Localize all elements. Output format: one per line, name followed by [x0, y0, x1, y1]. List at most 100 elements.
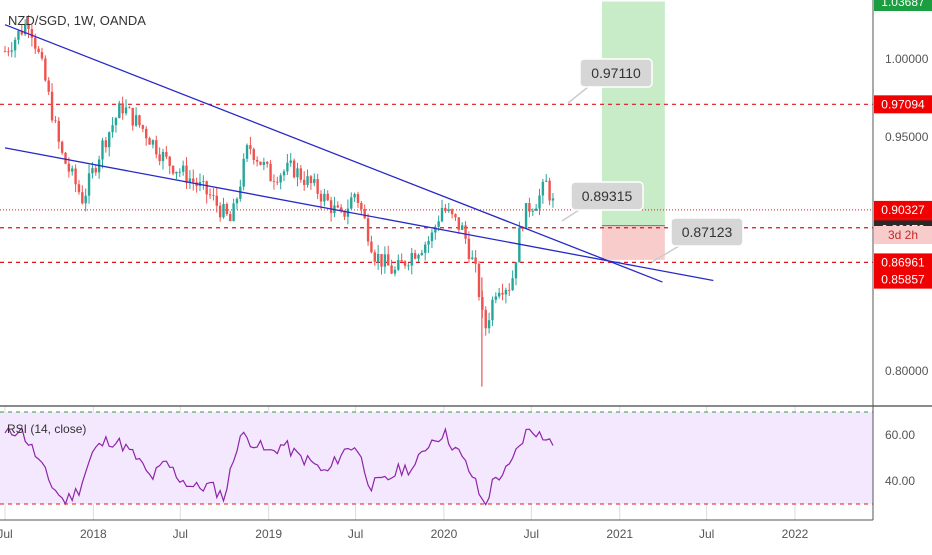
- time-tick-label: Jul: [0, 527, 13, 541]
- price-scale-labels: 1.036870.970940.903270.891840.890720.869…: [874, 0, 932, 289]
- candle-body: [538, 195, 541, 209]
- candle-body: [417, 254, 420, 259]
- candle-body: [30, 29, 34, 38]
- candle-body: [474, 257, 477, 264]
- time-tick-label: Jul: [348, 527, 363, 541]
- price-callout: 0.89315: [561, 181, 644, 222]
- candle-body: [161, 151, 165, 161]
- candle: [534, 203, 538, 212]
- callout-pointer: [567, 86, 589, 104]
- candle: [420, 249, 424, 256]
- candle: [232, 198, 235, 222]
- candle-body: [323, 193, 326, 202]
- price-label-box: [874, 200, 932, 219]
- candle: [487, 312, 491, 334]
- candle-body: [94, 168, 97, 173]
- candle: [87, 164, 91, 204]
- candle-body: [528, 203, 531, 212]
- candle: [171, 165, 175, 176]
- candle: [289, 153, 292, 167]
- candle: [299, 165, 303, 183]
- candle: [218, 202, 222, 222]
- candle: [511, 270, 514, 291]
- candle-body: [81, 192, 84, 204]
- price-callouts: 0.97110 0.89315 0.87123: [561, 58, 744, 263]
- candle: [225, 202, 229, 216]
- candle-body: [3, 51, 7, 52]
- candle: [380, 253, 383, 275]
- candle-body: [239, 186, 242, 199]
- candle-body: [524, 203, 528, 229]
- price-tick-label: 0.80000: [885, 364, 929, 378]
- candle: [37, 46, 40, 54]
- price-label-text: 0.86961: [881, 255, 925, 269]
- candle-body: [292, 160, 296, 178]
- countdown-text: 3d 2h: [888, 228, 918, 242]
- countdown-box: [874, 226, 932, 244]
- candle: [124, 99, 128, 116]
- position-tool[interactable]: [601, 1, 665, 260]
- candle-body: [460, 225, 464, 230]
- candle: [376, 245, 380, 270]
- candle: [413, 249, 417, 260]
- candle: [198, 173, 202, 192]
- rsi-tick-label: 60.00: [885, 428, 915, 442]
- price-label-box: [874, 95, 932, 114]
- candle: [84, 188, 87, 212]
- candle-body: [64, 152, 67, 164]
- candle-body: [229, 214, 232, 222]
- candle-body: [319, 193, 323, 202]
- candle-body: [309, 176, 313, 184]
- candle-body: [114, 118, 118, 126]
- candle: [71, 165, 74, 176]
- stop-zone[interactable]: [601, 225, 665, 260]
- candle-body: [343, 210, 346, 217]
- candle: [77, 180, 81, 195]
- candle: [333, 196, 336, 218]
- candle-body: [87, 173, 91, 196]
- candle: [296, 162, 299, 187]
- candle: [111, 116, 114, 138]
- candle: [17, 30, 20, 45]
- channel-lower-line[interactable]: [4, 147, 714, 282]
- time-tick-label: Jul: [699, 527, 714, 541]
- candle-body: [118, 103, 121, 119]
- candle-body: [10, 50, 13, 52]
- candle-body: [235, 198, 239, 204]
- candle: [60, 140, 64, 155]
- candle: [272, 174, 276, 190]
- candle: [158, 147, 161, 166]
- candle-body: [134, 115, 138, 126]
- candle-body: [313, 179, 316, 184]
- candle-body: [101, 140, 104, 160]
- candle-body: [497, 292, 501, 297]
- candlestick-series: [3, 15, 555, 387]
- price-label-box: [874, 270, 932, 289]
- candle-body: [296, 168, 299, 178]
- candle-body: [222, 203, 225, 218]
- candle-body: [541, 181, 545, 196]
- candle: [326, 190, 329, 202]
- candle-body: [316, 179, 319, 194]
- channel-upper-line[interactable]: [4, 24, 663, 283]
- time-tick-label: 2018: [80, 527, 107, 541]
- candle: [319, 190, 323, 210]
- price-label-text: 1.03687: [881, 0, 925, 9]
- candle-body: [23, 23, 27, 35]
- candle: [50, 83, 54, 123]
- candle: [336, 201, 340, 209]
- trend-channel[interactable]: [4, 24, 714, 283]
- horizontal-levels[interactable]: [0, 103, 873, 264]
- candle-body: [252, 149, 255, 161]
- candle-body: [245, 145, 249, 159]
- candle-body: [363, 209, 366, 219]
- candle-body: [464, 225, 467, 239]
- candle-body: [141, 125, 145, 129]
- candle: [430, 229, 434, 248]
- candle-body: [380, 254, 383, 267]
- candle: [363, 204, 366, 220]
- candle-body: [494, 296, 498, 300]
- candle-body: [232, 203, 235, 222]
- candle-body: [420, 252, 424, 255]
